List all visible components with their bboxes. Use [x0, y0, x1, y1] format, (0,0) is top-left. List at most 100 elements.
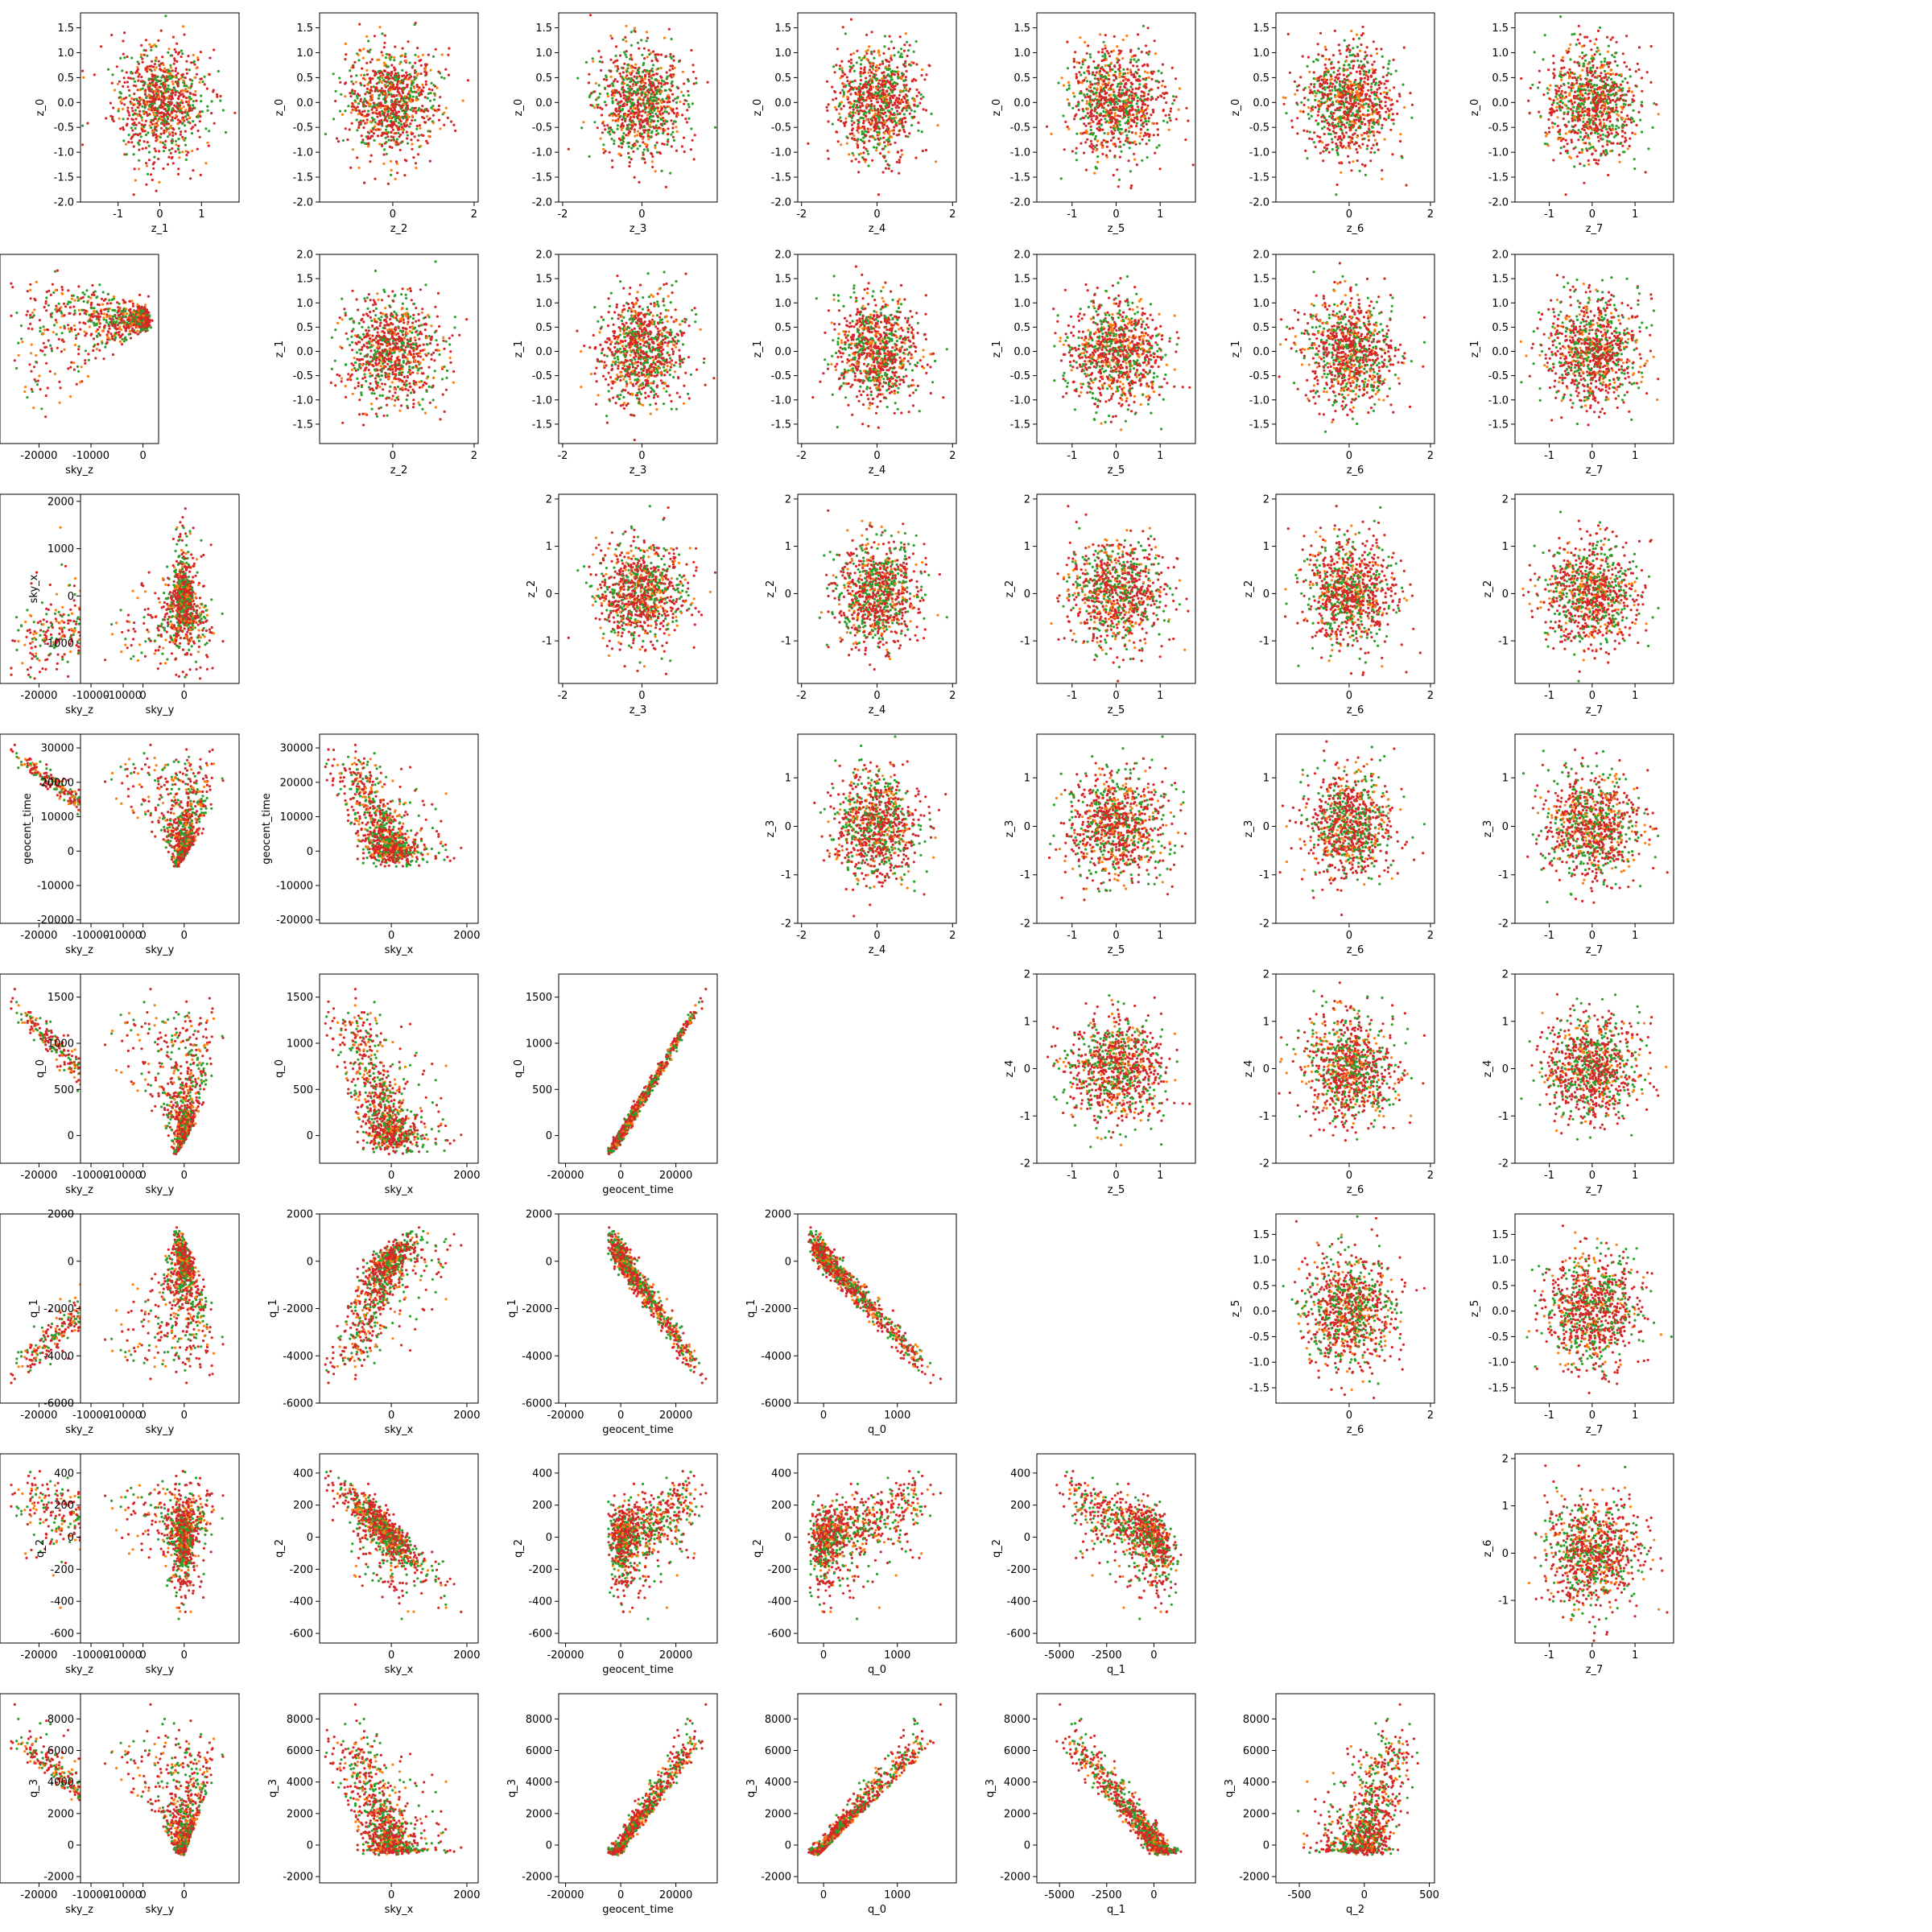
data-point [378, 72, 381, 74]
data-point [159, 68, 162, 71]
data-point [370, 155, 373, 157]
data-point [371, 117, 374, 119]
data-point [400, 141, 402, 143]
data-point [387, 80, 390, 83]
data-point [367, 39, 369, 42]
data-point [367, 84, 369, 86]
data-point [155, 137, 157, 139]
data-point [373, 118, 375, 121]
data-point [189, 92, 192, 94]
data-point [148, 145, 151, 147]
data-point [644, 77, 646, 80]
data-point [600, 138, 602, 140]
data-point [605, 104, 607, 106]
data-point [405, 125, 407, 127]
data-point [145, 49, 147, 52]
data-point [130, 126, 133, 129]
data-point [390, 81, 393, 84]
data-point [635, 84, 638, 86]
data-point [369, 61, 372, 64]
data-point [409, 122, 411, 125]
data-point [378, 26, 381, 28]
data-point [158, 96, 160, 98]
data-point [175, 43, 178, 45]
data-point [441, 53, 444, 56]
data-point [127, 141, 130, 143]
data-point [175, 143, 177, 146]
data-point [386, 135, 389, 138]
data-point [138, 139, 141, 142]
data-point [131, 107, 134, 109]
data-point [123, 153, 126, 155]
data-point [200, 100, 202, 102]
data-point [175, 70, 177, 72]
data-point [181, 101, 184, 104]
data-point [178, 78, 180, 80]
data-point [448, 47, 450, 50]
data-point [132, 77, 134, 80]
data-point [211, 100, 213, 102]
data-point [385, 86, 387, 89]
data-point [140, 44, 142, 47]
data-point [423, 86, 425, 89]
data-point [134, 112, 136, 114]
data-point [423, 121, 426, 123]
data-point [163, 76, 165, 78]
data-point [396, 98, 398, 101]
data-point [170, 103, 172, 105]
data-point [163, 64, 165, 66]
y-tick-label: 1.0 [57, 47, 74, 60]
data-point [185, 154, 188, 156]
data-point [395, 114, 398, 117]
data-point [157, 158, 159, 160]
data-point [651, 155, 654, 158]
data-point [369, 137, 371, 139]
data-point [394, 88, 396, 90]
data-point [440, 76, 443, 78]
data-point [665, 186, 667, 188]
data-point [138, 101, 141, 103]
data-point [404, 159, 407, 161]
data-point [355, 109, 357, 112]
data-point [427, 135, 430, 138]
data-point [81, 143, 84, 146]
data-point [148, 94, 151, 97]
data-point [160, 133, 163, 135]
data-point [420, 64, 423, 67]
data-point [216, 93, 218, 96]
data-point [398, 91, 400, 93]
data-point [386, 114, 389, 117]
data-point [616, 70, 618, 72]
data-point [208, 130, 210, 132]
data-point [363, 182, 365, 184]
data-point [381, 32, 383, 35]
data-point [381, 51, 383, 53]
data-point [175, 114, 177, 117]
data-point [425, 73, 427, 76]
data-point [152, 119, 155, 122]
data-point [663, 80, 665, 83]
data-point [351, 89, 353, 91]
data-point [81, 125, 84, 127]
data-point [109, 102, 112, 105]
data-point [431, 89, 433, 91]
data-point [604, 128, 606, 130]
data-point [137, 76, 139, 78]
data-point [362, 47, 365, 50]
data-point [173, 105, 175, 107]
data-point [107, 68, 109, 71]
data-point [137, 106, 139, 109]
data-point [443, 112, 445, 114]
data-point [151, 97, 154, 99]
data-point [217, 70, 220, 72]
data-point [385, 56, 387, 59]
data-point [156, 87, 159, 89]
data-point [673, 60, 675, 62]
data-point [410, 89, 412, 92]
data-point [401, 126, 403, 128]
data-point [138, 167, 140, 170]
data-point [376, 113, 378, 115]
data-point [607, 85, 609, 87]
data-point [193, 64, 196, 66]
data-point [424, 96, 427, 98]
